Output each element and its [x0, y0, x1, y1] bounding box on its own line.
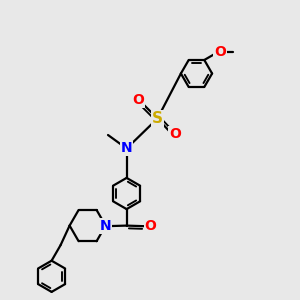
Text: O: O — [214, 45, 226, 59]
Text: O: O — [169, 128, 181, 141]
Text: N: N — [100, 219, 111, 233]
Text: N: N — [121, 142, 132, 155]
Text: O: O — [145, 219, 157, 233]
Text: O: O — [132, 94, 144, 107]
Text: S: S — [152, 111, 163, 126]
